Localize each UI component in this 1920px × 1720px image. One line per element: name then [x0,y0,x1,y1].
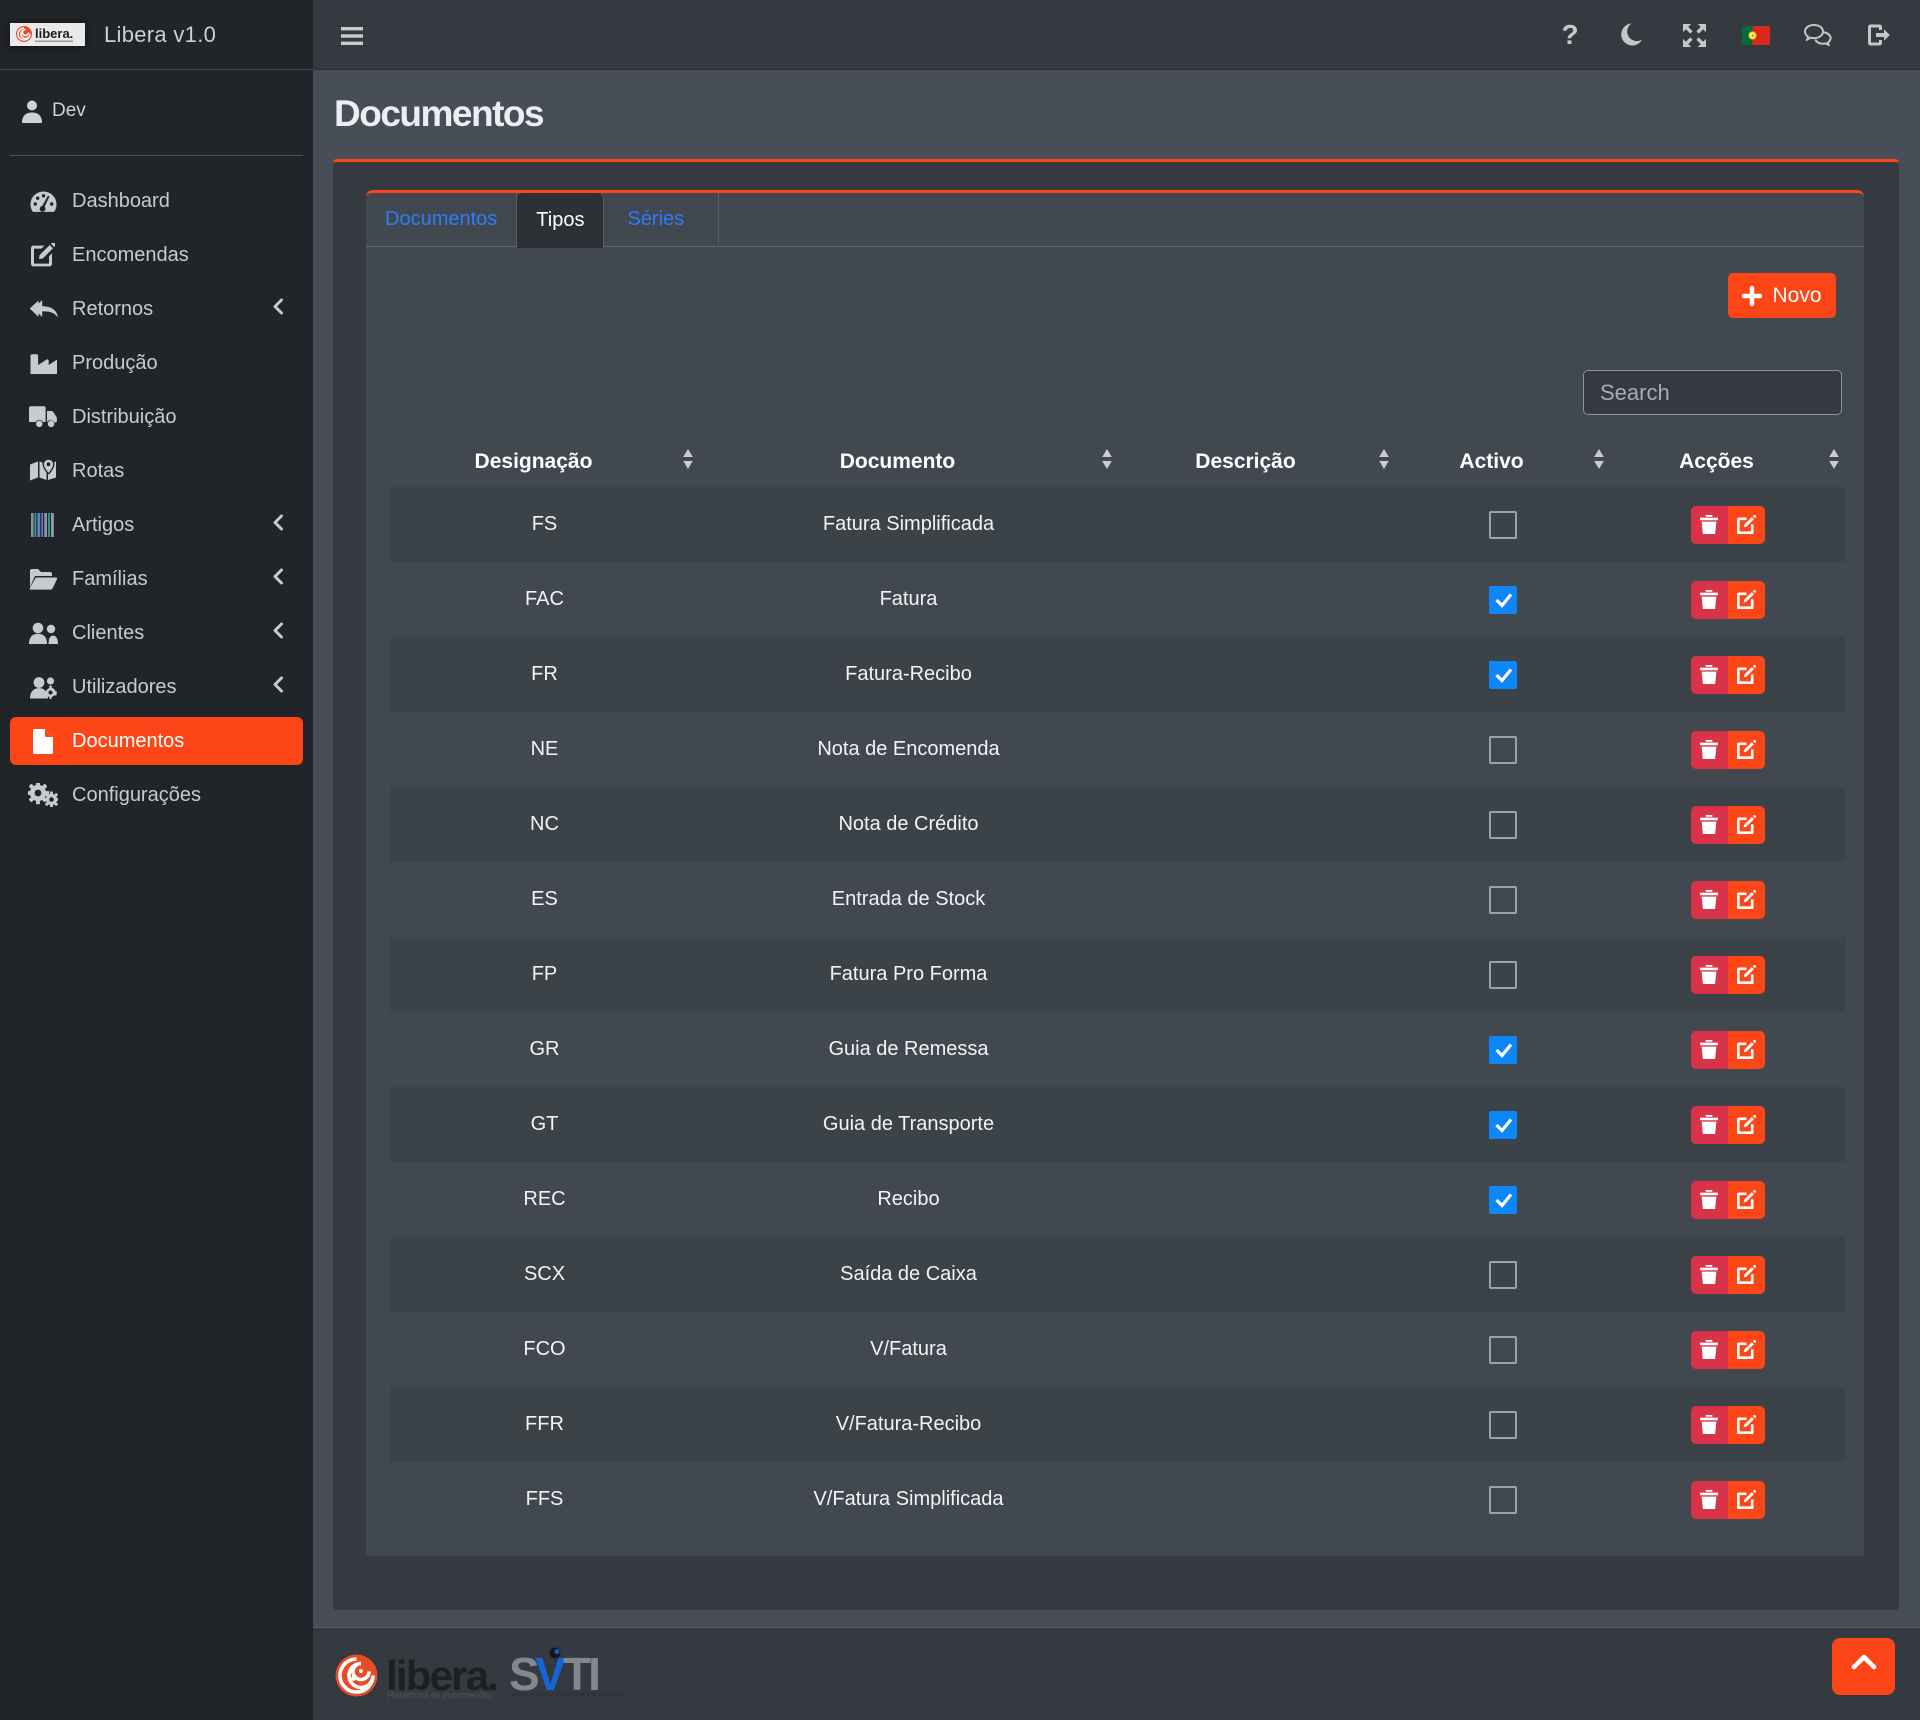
svg-text:S: S [509,1648,538,1700]
svg-text:Plataforma de encomendas: Plataforma de encomendas [387,1690,493,1700]
svg-text:libera.: libera. [386,1652,497,1699]
svg-text:TI: TI [563,1648,598,1700]
svg-text:libera.: libera. [35,26,73,41]
svg-text:soluções de vigilância e tecno: soluções de vigilância e tecnologias de … [510,1693,623,1699]
